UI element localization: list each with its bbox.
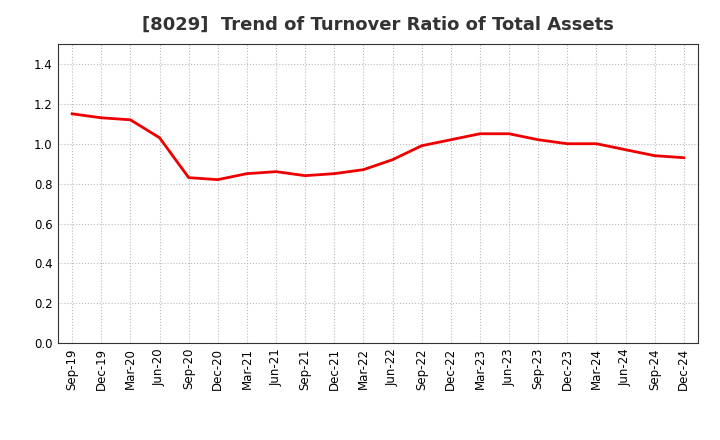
Title: [8029]  Trend of Turnover Ratio of Total Assets: [8029] Trend of Turnover Ratio of Total … — [142, 16, 614, 34]
